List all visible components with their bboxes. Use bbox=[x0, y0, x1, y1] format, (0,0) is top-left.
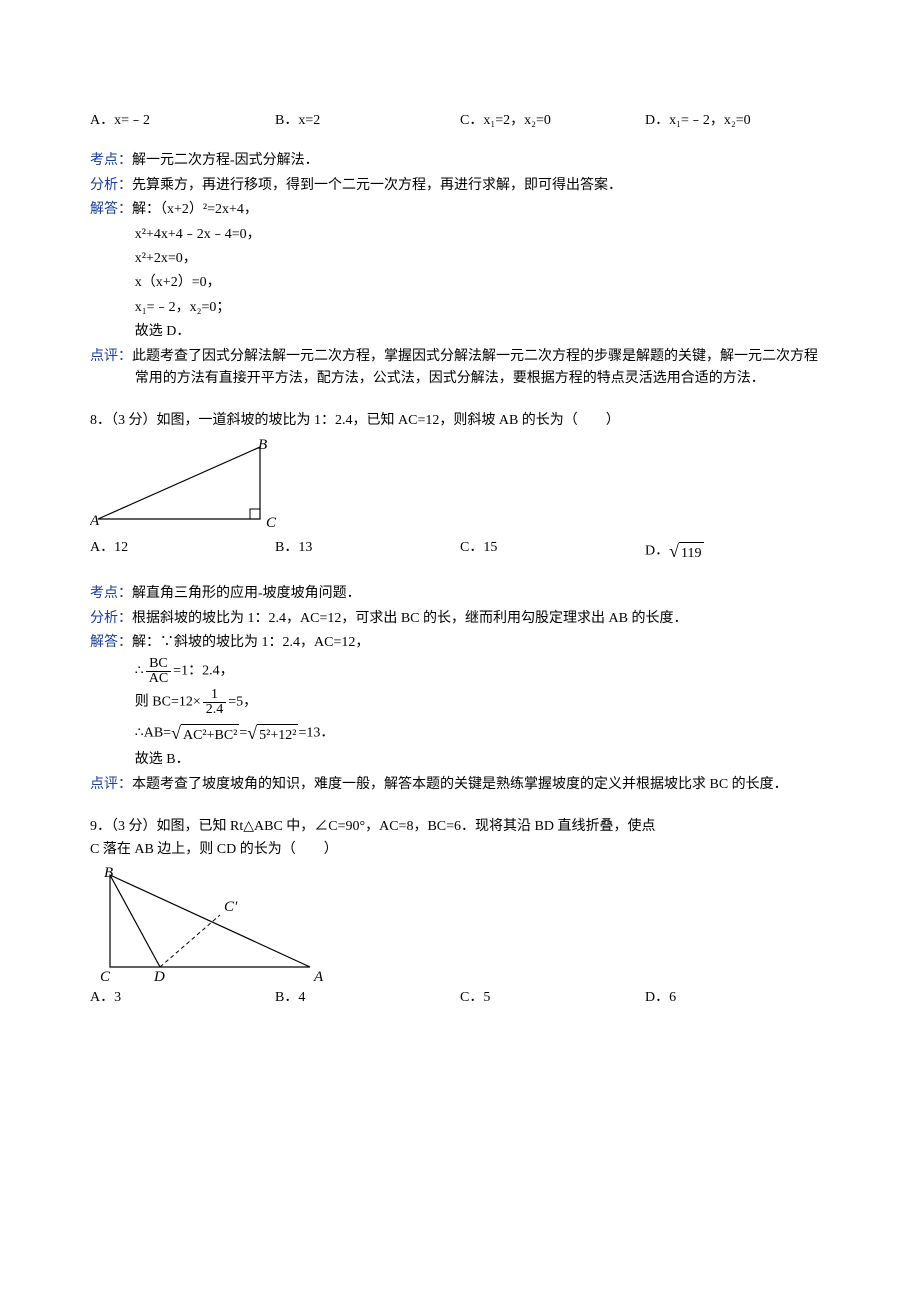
q8-label-b: B bbox=[258, 439, 267, 453]
q9-stem-line2: C 落在 AB 边上，则 CD 的长为（ ） bbox=[90, 839, 830, 861]
q7-fenxi: 分析：先算乘方，再进行移项，得到一个二元一次方程，再进行求解，即可得出答案． bbox=[90, 175, 830, 197]
dianping-label: 点评： bbox=[90, 349, 132, 364]
q7-options: A．x=﹣2 B．x=2 C．x₁=2，x₂=0 D．x₁=﹣2，x₂=0 bbox=[90, 110, 830, 132]
q8-figure: A B C bbox=[90, 439, 830, 535]
kaodian-label: 考点： bbox=[90, 586, 132, 601]
q9-label-cp: C' bbox=[224, 899, 238, 915]
q7-option-b: B．x=2 bbox=[275, 110, 460, 132]
q9-option-c: C．5 bbox=[460, 987, 645, 1009]
fenxi-text: 根据斜坡的坡比为 1：2.4，AC=12，可求出 BC 的长，继而利用勾股定理求… bbox=[132, 611, 687, 626]
q8-line1: ∴BCAC=1：2.4， bbox=[90, 657, 830, 686]
q9-label-c: C bbox=[100, 969, 111, 985]
dianping-text: 本题考查了坡度坡角的知识，难度一般，解答本题的关键是熟练掌握坡度的定义并根据坡比… bbox=[132, 777, 788, 792]
q7-step5: 故选 D． bbox=[90, 321, 830, 343]
jieda-head: 解：∵斜坡的坡比为 1：2.4，AC=12， bbox=[132, 635, 369, 650]
q8-line3: ∴AB=√AC²+BC²=√5²+12²=13． bbox=[90, 719, 830, 748]
q7-option-a: A．x=﹣2 bbox=[90, 110, 275, 132]
q8-triangle bbox=[98, 447, 260, 519]
fenxi-label: 分析： bbox=[90, 611, 132, 626]
kaodian-text: 解一元二次方程-因式分解法． bbox=[132, 153, 319, 168]
q8-option-a: A．12 bbox=[90, 537, 275, 566]
q9-option-d: D．6 bbox=[645, 987, 830, 1009]
kaodian-label: 考点： bbox=[90, 153, 132, 168]
q8-dianping: 点评：本题考查了坡度坡角的知识，难度一般，解答本题的关键是熟练掌握坡度的定义并根… bbox=[90, 774, 830, 796]
kaodian-text: 解直角三角形的应用-坡度坡角问题． bbox=[132, 586, 361, 601]
q9-options: A．3 B．4 C．5 D．6 bbox=[90, 987, 830, 1009]
q8-label-a: A bbox=[90, 513, 100, 529]
q9-option-b: B．4 bbox=[275, 987, 460, 1009]
q7-step2: x²+2x=0， bbox=[90, 248, 830, 270]
q9-bd bbox=[110, 875, 160, 967]
q9-dcp bbox=[160, 915, 220, 967]
q7-kaodian: 考点：解一元二次方程-因式分解法． bbox=[90, 150, 830, 172]
q8-jieda: 解答：解：∵斜坡的坡比为 1：2.4，AC=12， bbox=[90, 632, 830, 654]
q9-label-b: B bbox=[104, 867, 113, 881]
fenxi-label: 分析： bbox=[90, 178, 132, 193]
q9-figure: B C A D C' bbox=[90, 867, 830, 985]
dianping-text: 此题考查了因式分解法解一元二次方程，掌握因式分解法解一元二次方程的步骤是解题的关… bbox=[132, 349, 818, 386]
q7-step4: x₁=﹣2，x₂=0； bbox=[90, 297, 830, 319]
q9-stem-line1: 9．（3 分）如图，已知 Rt△ABC 中，∠C=90°，AC=8，BC=6．现… bbox=[90, 816, 830, 838]
q7-jieda: 解答：解：（x+2）²=2x+4， bbox=[90, 199, 830, 221]
q9-label-a: A bbox=[313, 969, 324, 985]
q7-step3: x（x+2）=0， bbox=[90, 272, 830, 294]
q8-line4: 故选 B． bbox=[90, 749, 830, 771]
q8-kaodian: 考点：解直角三角形的应用-坡度坡角问题． bbox=[90, 583, 830, 605]
dianping-label: 点评： bbox=[90, 777, 132, 792]
q7-option-c: C．x₁=2，x₂=0 bbox=[460, 110, 645, 132]
q7-dianping: 点评：此题考查了因式分解法解一元二次方程，掌握因式分解法解一元二次方程的步骤是解… bbox=[90, 346, 830, 391]
page: A．x=﹣2 B．x=2 C．x₁=2，x₂=0 D．x₁=﹣2，x₂=0 考点… bbox=[0, 0, 920, 1302]
jieda-label: 解答： bbox=[90, 635, 132, 650]
q8-fenxi: 分析：根据斜坡的坡比为 1：2.4，AC=12，可求出 BC 的长，继而利用勾股… bbox=[90, 608, 830, 630]
q7-option-d: D．x₁=﹣2，x₂=0 bbox=[645, 110, 830, 132]
q8-right-angle bbox=[250, 509, 260, 519]
jieda-head: 解：（x+2）²=2x+4， bbox=[132, 202, 258, 217]
q8-option-d: D．√119 bbox=[645, 537, 830, 566]
fenxi-text: 先算乘方，再进行移项，得到一个二元一次方程，再进行求解，即可得出答案． bbox=[132, 178, 622, 193]
q9-triangle bbox=[110, 875, 310, 967]
q7-step1: x²+4x+4﹣2x﹣4=0， bbox=[90, 224, 830, 246]
q8-option-c: C．15 bbox=[460, 537, 645, 566]
q8-line2: 则 BC=12×12.4=5， bbox=[90, 688, 830, 717]
q9-option-a: A．3 bbox=[90, 987, 275, 1009]
q9-label-d: D bbox=[153, 969, 165, 985]
q8-stem: 8．（3 分）如图，一道斜坡的坡比为 1：2.4，已知 AC=12，则斜坡 AB… bbox=[90, 410, 830, 432]
q8-options: A．12 B．13 C．15 D．√119 bbox=[90, 537, 830, 566]
jieda-label: 解答： bbox=[90, 202, 132, 217]
q8-option-b: B．13 bbox=[275, 537, 460, 566]
q8-label-c: C bbox=[266, 515, 277, 531]
